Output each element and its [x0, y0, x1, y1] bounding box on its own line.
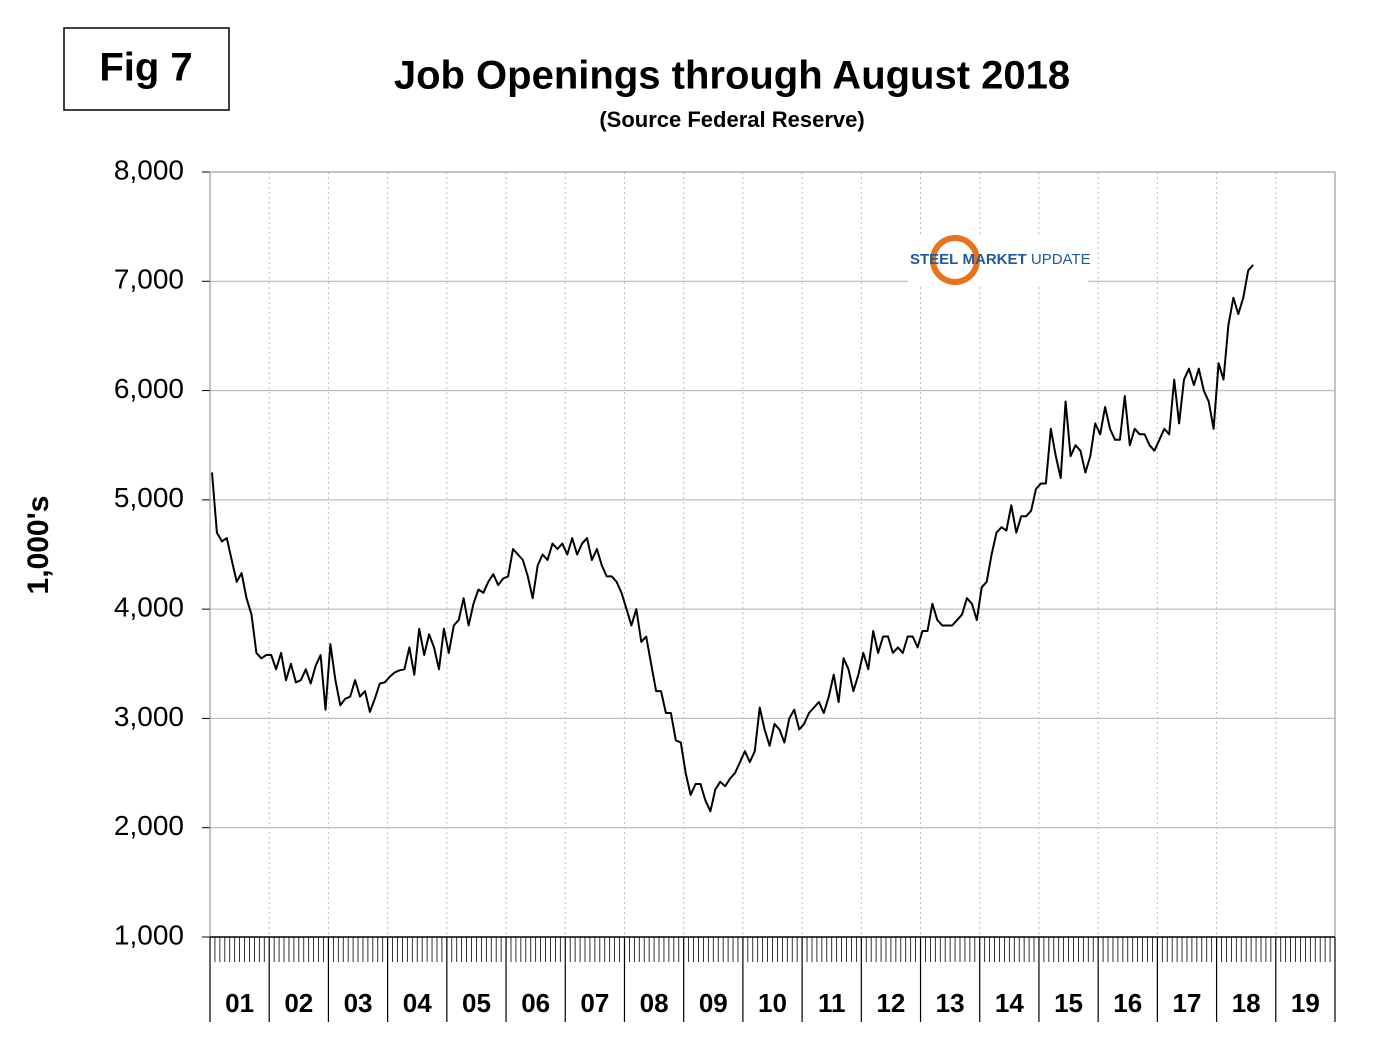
plot-frame: [209, 171, 1336, 938]
x-tick-label: 01: [225, 988, 254, 1018]
x-tick-label: 15: [1054, 988, 1083, 1018]
logo: STEEL MARKET UPDATE: [908, 235, 1091, 285]
x-tick-label: 02: [284, 988, 313, 1018]
y-tick-label: 2,000: [114, 810, 184, 841]
x-tick-label: 13: [936, 988, 965, 1018]
x-tick-label: 16: [1113, 988, 1142, 1018]
x-tick-label: 10: [758, 988, 787, 1018]
x-tick-label: 08: [640, 988, 669, 1018]
logo-swoosh: [930, 235, 980, 285]
y-tick-label: 4,000: [114, 592, 184, 623]
y-tick-label: 1,000: [114, 919, 184, 950]
x-tick-label: 03: [344, 988, 373, 1018]
y-tick-label: 5,000: [114, 482, 184, 513]
x-tick-label: 14: [995, 988, 1024, 1018]
x-tick-label: 07: [580, 988, 609, 1018]
x-tick-label: 17: [1173, 988, 1202, 1018]
chart-subtitle: (Source Federal Reserve): [599, 107, 864, 132]
y-tick-label: 3,000: [114, 701, 184, 732]
y-tick-label: 7,000: [114, 264, 184, 295]
x-tick-label: 09: [699, 988, 728, 1018]
y-tick-label: 8,000: [114, 154, 184, 185]
x-tick-label: 11: [818, 988, 846, 1018]
x-tick-label: 05: [462, 988, 491, 1018]
x-tick-label: 12: [876, 988, 905, 1018]
logo-word: MARKET: [963, 251, 1027, 268]
y-tick-label: 6,000: [114, 373, 184, 404]
data-line: [211, 264, 1254, 813]
chart-title: Job Openings through August 2018: [394, 54, 1070, 98]
x-tick-label: 19: [1291, 988, 1320, 1018]
x-tick-label: 04: [403, 988, 432, 1018]
x-tick-label: 06: [521, 988, 550, 1018]
x-tick-label: 18: [1232, 988, 1261, 1018]
badge: Fig 7: [99, 46, 192, 90]
logo-word: UPDATE: [1031, 251, 1091, 268]
badge-box: [63, 27, 230, 111]
y-axis-label: 1,000's: [22, 496, 55, 595]
logo-word: STEEL: [910, 251, 958, 268]
logo-text: STEEL MARKET UPDATE: [910, 251, 1091, 268]
